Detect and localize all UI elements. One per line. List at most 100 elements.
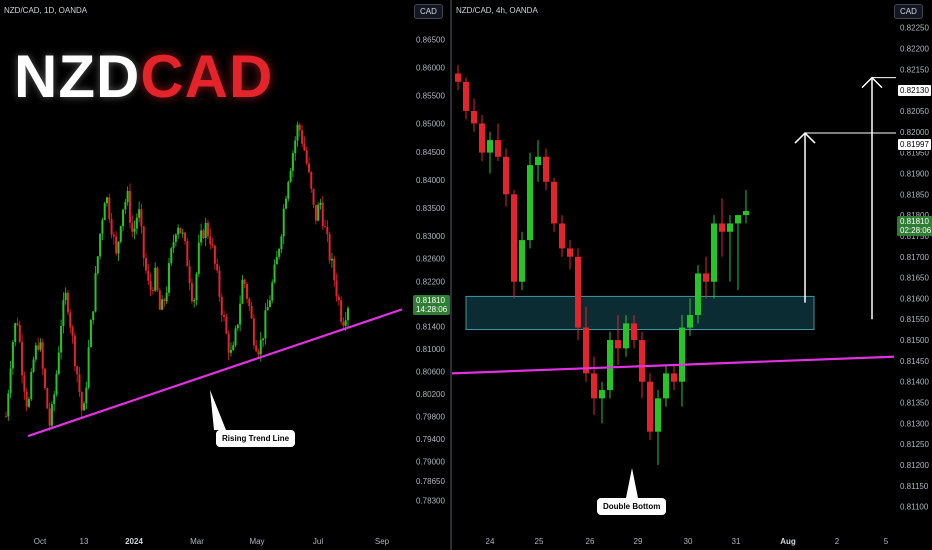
four-hour-x-tick-label: 25 (535, 537, 544, 546)
four-hour-y-tick-label: 0.81950 (900, 149, 929, 158)
daily-candle-body (140, 209, 143, 227)
daily-candle-body (181, 232, 184, 234)
daily-candle-body (151, 289, 154, 291)
four-hour-y-tick-label: 0.81200 (900, 461, 929, 470)
daily-candle-body (220, 296, 223, 316)
panel-divider[interactable] (450, 0, 452, 550)
daily-candle-body (273, 264, 276, 283)
daily-candle-body (298, 124, 301, 131)
daily-candle-body (108, 197, 111, 220)
daily-y-tick-label: 0.81400 (416, 322, 445, 331)
four-hour-symbol-label: NZD/CAD, 4h, OANDA (456, 6, 538, 15)
four-hour-y-tick-label: 0.82250 (900, 24, 929, 33)
daily-candle-body (126, 190, 129, 203)
daily-candle-body (209, 236, 212, 245)
daily-candle-body (250, 306, 253, 319)
daily-candle-body (80, 391, 83, 411)
daily-y-tick-label: 0.85000 (416, 120, 445, 129)
daily-candle-body (44, 368, 47, 389)
four-hour-chart-canvas[interactable]: 0.822500.822000.821500.821000.820500.820… (452, 0, 932, 550)
daily-candle-body (232, 345, 235, 351)
daily-candle-body (234, 328, 237, 346)
daily-candle-body (319, 202, 322, 205)
daily-candle-body (248, 298, 251, 307)
daily-candle-body (87, 347, 90, 388)
daily-chart-canvas[interactable]: 0.86500 0.86000 0.85500 0.85000 0.84500 0.840… (0, 0, 450, 550)
daily-candle-body (200, 230, 203, 243)
four-hour-chart-panel[interactable]: 0.822500.822000.821500.821000.820500.820… (452, 0, 932, 550)
daily-candle-body (213, 245, 216, 264)
four-hour-candle-body (711, 223, 717, 282)
four-hour-candle-body (527, 165, 533, 241)
four-hour-y-tick-label: 0.81500 (900, 336, 929, 345)
daily-y-tick-label: 0.79800 (416, 412, 445, 421)
daily-candle-body (117, 241, 120, 254)
daily-candle-body (246, 284, 249, 299)
daily-candle-body (25, 391, 28, 407)
daily-candle-body (340, 300, 343, 322)
daily-candle-body (9, 368, 12, 394)
daily-candle-body (34, 345, 37, 360)
daily-candle-body (32, 359, 35, 372)
daily-y-tick-label: 0.84500 (416, 148, 445, 157)
four-hour-y-tick-label: 0.81400 (900, 378, 929, 387)
daily-candle-body (145, 258, 148, 271)
four-hour-x-tick-label: 31 (732, 537, 741, 546)
daily-candle-body (193, 300, 196, 302)
daily-candle-body (211, 244, 214, 246)
daily-candle-body (76, 366, 79, 375)
daily-candle-body (264, 310, 267, 339)
target-price-1-box: 0.81997 (897, 138, 932, 151)
daily-x-tick-label: Oct (34, 537, 47, 546)
four-hour-currency-badge[interactable]: CAD (894, 4, 923, 19)
daily-candle-body (271, 282, 274, 301)
daily-candle-body (177, 227, 180, 235)
daily-currency-badge[interactable]: CAD (414, 4, 443, 19)
daily-candle-body (344, 320, 347, 326)
daily-rising-trend-line (27, 308, 403, 438)
daily-candle-body (103, 203, 106, 221)
daily-candle-body (195, 273, 198, 301)
four-hour-x-tick-label: 30 (684, 537, 693, 546)
four-hour-x-tick-label: Aug (780, 537, 796, 546)
daily-candle-body (330, 258, 333, 261)
daily-x-tick-label: Jul (313, 537, 323, 546)
target-price-2-box: 0.82130 (897, 84, 932, 97)
daily-candle-body (291, 153, 294, 171)
four-hour-candle-body (607, 340, 613, 391)
daily-candle-body (227, 333, 230, 353)
four-hour-candle-body (463, 81, 469, 111)
daily-candle-body (305, 150, 308, 164)
daily-candle-body (337, 296, 340, 301)
daily-candle-body (172, 242, 175, 249)
logo-nzd: NZD (14, 43, 141, 110)
daily-y-tick-label: 0.82600 (416, 255, 445, 264)
daily-y-tick-label: 0.78300 (416, 497, 445, 506)
daily-candle-body (92, 311, 95, 320)
daily-candle-body (335, 280, 338, 297)
daily-candle-body (85, 387, 88, 404)
four-hour-countdown: 02:28:06 (900, 226, 932, 235)
daily-y-tick-label: 0.80600 (416, 367, 445, 376)
four-hour-candle-body (727, 223, 733, 232)
four-hour-trend-line (452, 355, 895, 375)
four-hour-candle-body (687, 315, 693, 328)
daily-candle-body (324, 226, 327, 228)
daily-candle-body (179, 227, 182, 234)
daily-candle-body (296, 124, 299, 141)
daily-candle-body (41, 342, 44, 369)
daily-countdown: 14:28:06 (416, 305, 448, 314)
daily-candle-body (165, 292, 168, 302)
daily-x-tick-label: 13 (80, 537, 89, 546)
four-hour-candle-body (655, 398, 661, 432)
daily-candle-body (307, 163, 310, 172)
daily-candle-body (115, 236, 118, 254)
daily-y-tick-label: 0.83000 (416, 232, 445, 241)
daily-candle-body (190, 283, 193, 302)
daily-candle-body (89, 319, 92, 348)
daily-last-price-box: 0.81810 14:28:06 (413, 295, 451, 315)
daily-candle-body (60, 326, 63, 353)
rising-trend-line-callout: Rising Trend Line (216, 430, 296, 447)
daily-chart-panel[interactable]: 0.86500 0.86000 0.85500 0.85000 0.84500 0.840… (0, 0, 451, 550)
daily-candle-body (110, 219, 113, 235)
